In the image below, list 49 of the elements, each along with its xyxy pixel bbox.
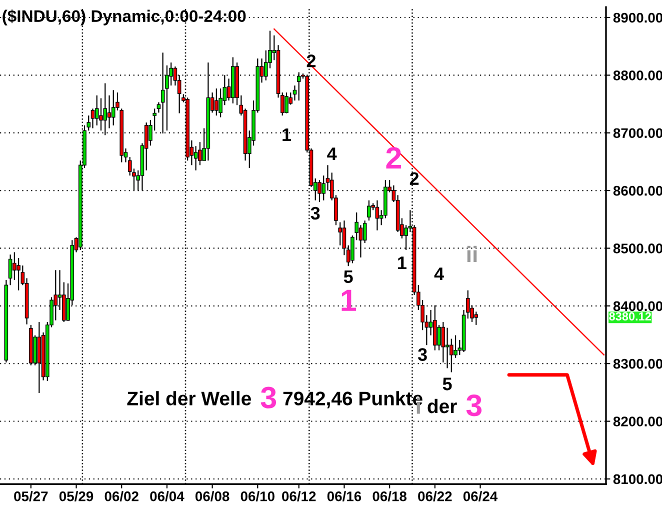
annotation: 1 bbox=[282, 128, 292, 141]
annotation: 1 bbox=[398, 256, 406, 270]
x-tick-label: 06/12 bbox=[282, 491, 316, 502]
annotation: 4 bbox=[434, 268, 444, 280]
annotation: der bbox=[428, 398, 457, 414]
candlestick bbox=[375, 200, 380, 231]
x-tick-label: 06/18 bbox=[372, 491, 407, 502]
x-tick-label: 05/29 bbox=[59, 491, 94, 502]
annotation: 3 bbox=[260, 386, 276, 408]
x-tick-label: 06/10 bbox=[240, 491, 274, 502]
annotation: 1 bbox=[342, 290, 356, 311]
x-tick-label: 06/22 bbox=[418, 491, 452, 502]
annotation: 2 bbox=[410, 172, 419, 185]
candlestick bbox=[284, 92, 288, 114]
chart-title: ($INDU,60) Dynamic,0:00-24:00 bbox=[2, 9, 246, 26]
annotation: ii bbox=[467, 246, 477, 262]
candlestick bbox=[194, 146, 198, 171]
candlestick bbox=[156, 102, 161, 114]
candlestick bbox=[99, 98, 103, 132]
text: 8380.12 bbox=[609, 312, 651, 321]
candlestick bbox=[338, 222, 342, 246]
x-tick-label: 06/16 bbox=[327, 491, 362, 502]
annotation: 5 bbox=[344, 270, 353, 284]
annotation: Ziel der Welle bbox=[127, 391, 251, 406]
annotation: 3 bbox=[466, 394, 482, 416]
x-tick-label: 06/08 bbox=[195, 491, 230, 502]
x-tick-label: 06/24 bbox=[463, 491, 498, 502]
candlestick bbox=[318, 180, 322, 203]
candlestick bbox=[367, 200, 371, 222]
candlestick bbox=[454, 334, 458, 358]
candlestick bbox=[214, 88, 218, 116]
candlestick bbox=[8, 254, 12, 286]
candlestick bbox=[16, 257, 20, 291]
x-tick-label: 05/27 bbox=[14, 491, 48, 502]
annotation: 2 bbox=[306, 54, 316, 68]
annotation: 3 bbox=[310, 206, 320, 220]
candlestick bbox=[437, 324, 441, 351]
annotation: 5 bbox=[442, 378, 452, 390]
annotation: 3 bbox=[418, 348, 427, 361]
x-tick-label: 06/02 bbox=[104, 491, 138, 502]
candlestick bbox=[111, 90, 116, 126]
candlestick bbox=[358, 224, 363, 258]
annotation: 2 bbox=[386, 147, 401, 168]
candlestick bbox=[292, 85, 297, 102]
candlestick bbox=[107, 94, 112, 129]
x-tick-label: 06/04 bbox=[150, 491, 184, 502]
candlestick bbox=[90, 108, 95, 129]
annotation: 4 bbox=[327, 148, 337, 160]
candlestick bbox=[474, 311, 478, 326]
